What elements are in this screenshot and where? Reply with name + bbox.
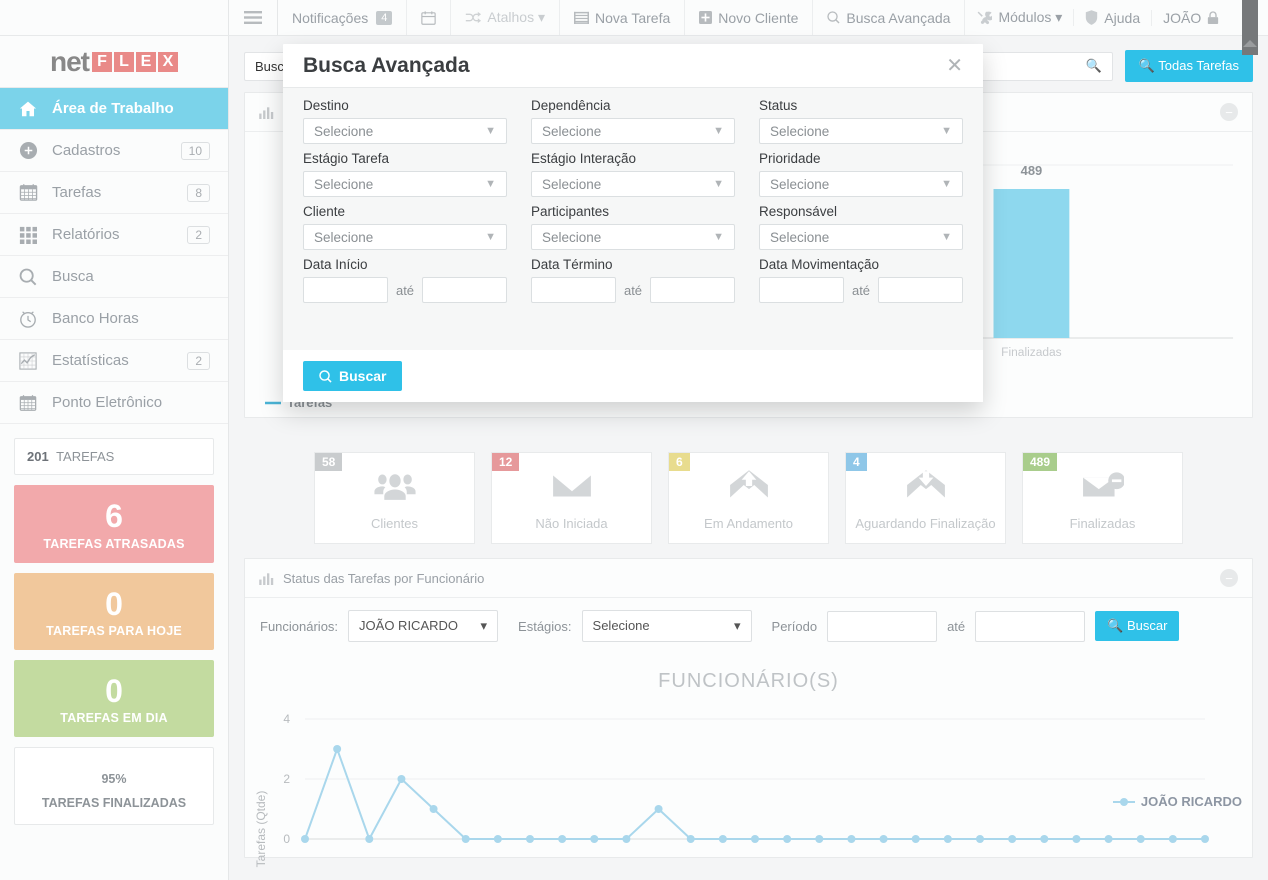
svg-text:2: 2 — [283, 772, 290, 786]
svg-text:4: 4 — [283, 712, 290, 726]
svg-text:489: 489 — [1021, 163, 1043, 178]
svg-text:Tarefas (Qtde): Tarefas (Qtde) — [254, 791, 268, 868]
svg-text:Finalizadas: Finalizadas — [1001, 345, 1061, 359]
svg-text:0: 0 — [283, 832, 290, 846]
